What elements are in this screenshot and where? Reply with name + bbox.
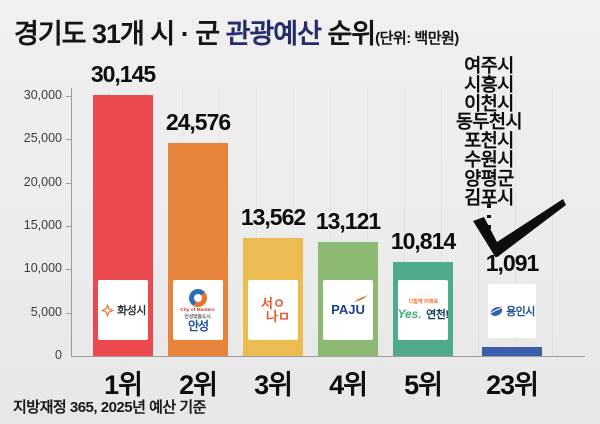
yongin-city-logo: 용인시 <box>488 284 536 338</box>
list-item-city: 포천시 <box>464 130 514 152</box>
hwaseong-logo-text: 화성시 <box>117 305 146 317</box>
yongin-oval-icon <box>490 305 503 316</box>
y-tick-label: 0 <box>55 348 62 362</box>
y-tick-mark <box>66 96 71 97</box>
y-tick-label: 25,000 <box>23 131 62 145</box>
y-tick-label: 15,000 <box>23 218 62 232</box>
list-item-city: 김포시 <box>464 186 514 208</box>
list-item-city: 여주시 <box>464 55 514 76</box>
paju-logo-text: PAJU <box>331 302 365 317</box>
list-item-city: 이천시 <box>464 92 514 114</box>
y-tick-label: 5,000 <box>30 305 62 319</box>
anseong-swirl-icon <box>189 289 207 307</box>
title-prefix: 경기도 31개 시 · 군 <box>14 19 226 49</box>
y-axis-line <box>71 88 72 356</box>
y-tick-mark <box>66 269 71 270</box>
hwaseong-star-icon <box>100 303 115 317</box>
y-tick-label: 30,000 <box>23 88 62 102</box>
rank-label: 1위 <box>104 370 143 400</box>
y-tick-mark <box>66 139 71 140</box>
seongnam-logo-line1: 서ㅇ <box>261 295 285 311</box>
rank-label: 3위 <box>254 370 293 400</box>
seongnam-logo-line2: 나ㅁ <box>266 308 290 324</box>
paju-city-logo: PAJU <box>323 280 373 340</box>
title-suffix: 순위 <box>320 19 376 49</box>
yeoncheon-logo-slogan: 다함께 미래로 <box>408 299 438 305</box>
yeoncheon-logo-yes: Yes. <box>398 306 422 321</box>
title-unit: (단위: 백만원) <box>375 30 459 47</box>
bar-value-label: 30,145 <box>90 61 156 87</box>
y-tick-mark <box>66 226 71 227</box>
paju-bird-icon <box>353 295 368 302</box>
title-highlight: 관광예산 <box>225 19 322 49</box>
hwaseong-city-logo: 화성시 <box>98 280 148 340</box>
bar-value-label: 10,814 <box>390 228 456 254</box>
page-title: 경기도 31개 시 · 군 관광예산 순위(단위: 백만원) <box>14 12 459 51</box>
y-tick-label: 20,000 <box>23 175 62 189</box>
anseong-logo-slogan: 안성맞춤도시 <box>184 314 212 320</box>
yeoncheon-logo-text: 연천! <box>426 308 448 321</box>
rank-label: 23위 <box>486 370 539 400</box>
list-item-city: 동두천시 <box>455 111 523 133</box>
checkmark-arrow-icon <box>473 199 566 257</box>
y-tick-mark <box>66 313 71 314</box>
yongin-logo-text: 용인시 <box>506 306 535 318</box>
list-item-city: 시흥시 <box>464 73 514 95</box>
anseong-logo-text: 안성 <box>187 319 209 333</box>
rank-label: 2위 <box>179 370 218 400</box>
rank-label: 4위 <box>329 370 368 400</box>
bar-yongin <box>482 347 542 356</box>
list-item-city: 수원시 <box>464 148 514 170</box>
yeoncheon-county-logo: 다함께 미래로 Yes. 연천! <box>398 280 448 340</box>
bar-value-label: 13,121 <box>315 208 381 234</box>
y-tick-label: 10,000 <box>23 261 62 275</box>
source-note: 지방재정 365, 2025년 예산 기준 <box>13 399 206 416</box>
rank-label: 5위 <box>404 370 443 400</box>
anseong-logo-english: City of Masters <box>180 307 216 313</box>
seongnam-city-logo: 서ㅇ 나ㅁ <box>248 280 298 340</box>
x-axis-line <box>71 356 585 357</box>
list-item-city: 양평군 <box>464 167 514 189</box>
bar-value-label: 24,576 <box>165 109 231 135</box>
anseong-city-logo: City of Masters 안성맞춤도시 안성 <box>173 280 223 340</box>
bar-value-label: 13,562 <box>240 204 306 230</box>
y-tick-mark <box>66 183 71 184</box>
other-cities-list: 여주시 시흥시 이천시 동두천시 포천시 수원시 양평군 김포시 <box>424 55 554 208</box>
